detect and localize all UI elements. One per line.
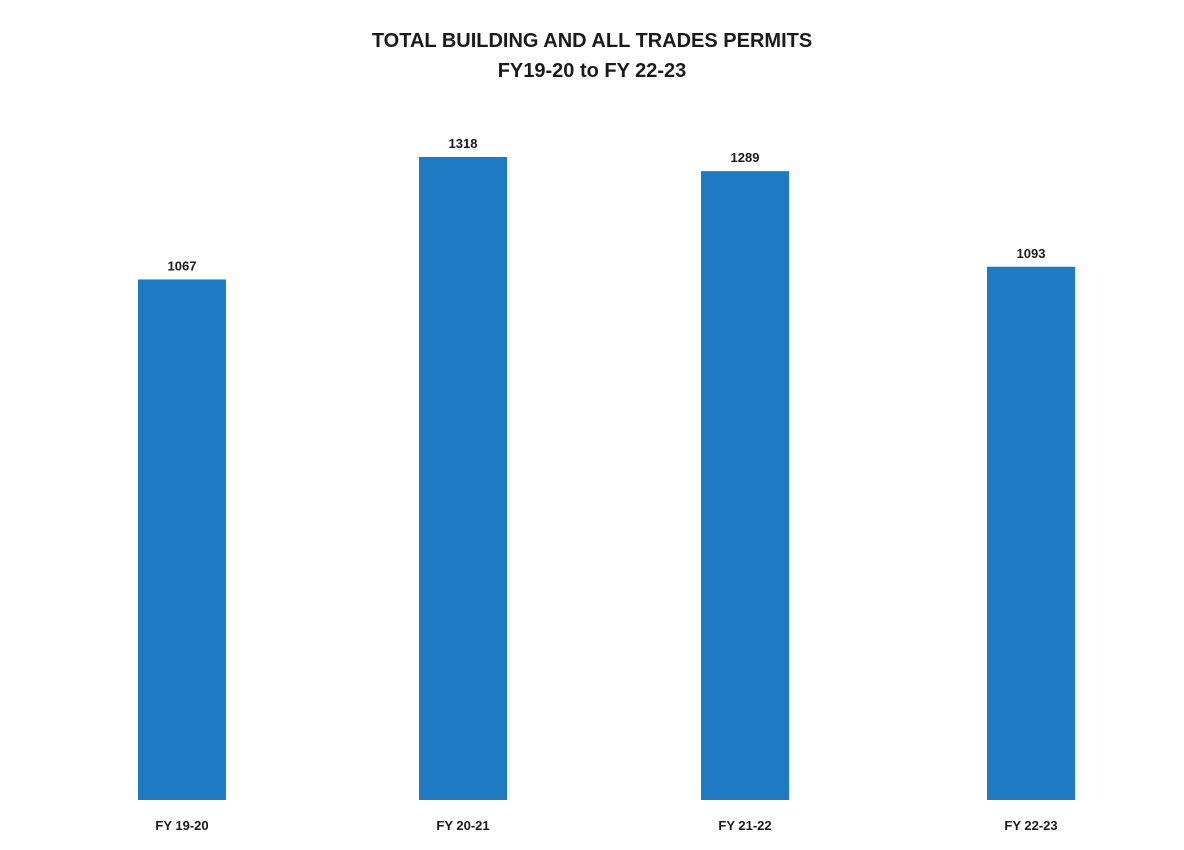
bar-4 [987,266,1075,801]
x-tick-label-4: FY 22-23 [1004,818,1057,833]
data-label-2: 1318 [449,136,478,151]
bar-1 [138,279,226,800]
x-tick-label-2: FY 20-21 [436,818,489,833]
x-tick-label-1: FY 19-20 [155,818,208,833]
x-tick-label-3: FY 21-22 [718,818,771,833]
bar-3 [701,171,789,800]
data-label-3: 1289 [731,150,760,165]
chart-subtitle: FY19-20 to FY 22-23 [497,60,687,82]
chart-title: TOTAL BUILDING AND ALL TRADES PERMITS [371,30,813,52]
bar-2 [419,157,507,800]
data-label-4: 1093 [1017,246,1046,261]
data-label-1: 1067 [168,258,197,273]
